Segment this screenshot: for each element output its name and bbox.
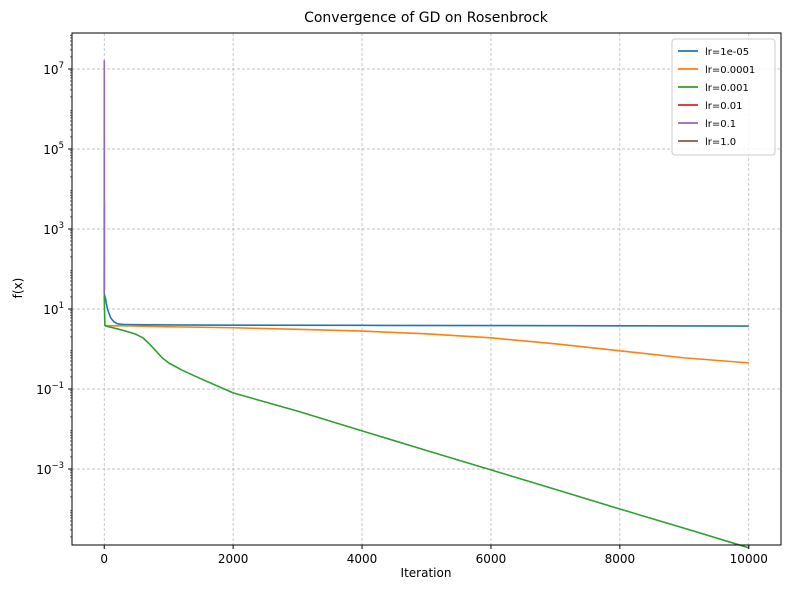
legend: lr=1e-05 lr=0.0001 lr=0.001 lr=0.01 lr=0.1 lr… — [671, 38, 776, 156]
legend-label: lr=1.0 — [705, 137, 736, 148]
axis-layer: 0 2000 4000 6000 8000 10000 10−3 10−1 101 103 105 1… — [36, 34, 768, 566]
series-line-2 — [103, 295, 750, 549]
x-tick-label: 4000 — [347, 552, 378, 566]
legend-label: lr=0.001 — [705, 83, 749, 94]
legend-label: lr=0.1 — [705, 119, 736, 130]
y-tick-label: 103 — [43, 221, 64, 237]
y-tick-label: 105 — [43, 141, 64, 157]
series-line-0 — [103, 293, 749, 327]
y-tick-label: 107 — [43, 61, 64, 77]
series-line-1 — [103, 324, 749, 364]
series-layer — [103, 60, 750, 549]
x-tick-label: 10000 — [730, 552, 768, 566]
x-tick-label: 6000 — [476, 552, 507, 566]
legend-label: lr=0.01 — [705, 101, 743, 112]
y-tick-label: 10−1 — [36, 381, 64, 397]
x-axis-label: Iteration — [401, 566, 452, 580]
x-tick-label: 0 — [100, 552, 108, 566]
y-tick-label: 10−3 — [36, 461, 64, 477]
legend-box — [671, 38, 776, 156]
y-tick-label: 101 — [43, 301, 64, 317]
legend-label: lr=1e-05 — [705, 47, 749, 58]
plot-frame — [71, 32, 782, 546]
x-tick-label: 8000 — [605, 552, 636, 566]
chart-title: Convergence of GD on Rosenbrock — [304, 10, 549, 26]
grid-layer — [72, 33, 781, 545]
legend-label: lr=0.0001 — [705, 65, 755, 76]
y-axis-label: f(x) — [11, 278, 25, 299]
x-tick-label: 2000 — [218, 552, 249, 566]
